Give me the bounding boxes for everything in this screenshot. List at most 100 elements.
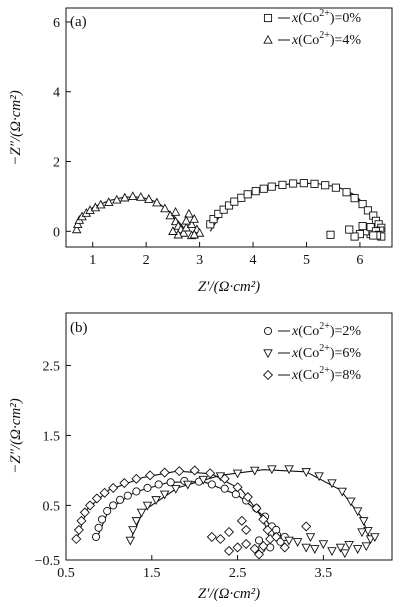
data-point-square: [358, 200, 367, 209]
panel-a-label: (a): [70, 14, 87, 30]
data-point-circle: [154, 480, 163, 489]
data-point-square: [342, 188, 351, 197]
data-point-triangle-up: [120, 192, 130, 202]
data-point-triangle-down: [346, 497, 356, 507]
data-point-triangle-up: [71, 224, 82, 234]
data-point-triangle-down: [128, 526, 138, 536]
data-point-circle: [94, 523, 103, 532]
data-point-circle: [231, 490, 240, 499]
panel-a-ticks: 1 2 3 4 5 6 0 2 4 6: [53, 16, 363, 268]
data-point-diamond: [174, 466, 185, 477]
panel-a-chart: (a) 1 2 3 4 5 6 0 2 4 6 x(Co2+)=0% x(Co2+)=4% Z′/(…: [8, 7, 393, 295]
x-tick-label: 1: [89, 253, 96, 268]
data-point-square: [214, 209, 223, 218]
data-point-square: [251, 187, 260, 196]
panel-b-label: (b): [70, 320, 88, 336]
data-point-triangle-up: [189, 229, 200, 239]
data-point-diamond: [241, 538, 252, 549]
data-point-triangle-down: [327, 479, 337, 489]
data-point-square: [299, 179, 308, 188]
data-point-square: [345, 225, 354, 234]
data-point-triangle-down: [136, 508, 147, 518]
fit-curve: [209, 182, 382, 232]
data-point-circle: [132, 487, 141, 496]
data-point-triangle-down: [352, 545, 363, 554]
x-tick-label: 0.5: [57, 566, 75, 581]
y-tick-label: 2: [53, 156, 60, 171]
data-point-circle: [97, 515, 107, 524]
data-point-square: [267, 182, 276, 191]
data-point-diamond: [223, 545, 235, 556]
data-point-diamond: [232, 482, 243, 493]
data-point-triangle-up: [194, 227, 205, 237]
y-tick-label: 0: [53, 225, 60, 240]
data-point-diamond: [236, 515, 247, 526]
legend-entry: x(Co2+)=6%: [263, 343, 361, 361]
legend-marker-triangle-up: [263, 34, 273, 44]
x-tick-label: 2.5: [229, 566, 247, 581]
data-point-diamond: [262, 524, 273, 535]
panel-b-ylabel: −Z″/(Ω·cm²): [8, 398, 24, 473]
data-point-square: [363, 206, 373, 215]
data-point-square: [350, 232, 359, 241]
data-point-triangle-down: [131, 517, 142, 526]
data-point-triangle-up: [160, 203, 170, 213]
data-point-triangle-up: [136, 191, 146, 201]
data-point-triangle-up: [95, 199, 106, 209]
data-point-triangle-down: [284, 465, 294, 475]
data-point-triangle-down: [301, 543, 311, 553]
data-point-triangle-down: [370, 533, 380, 543]
data-point-triangle-down: [284, 536, 294, 546]
data-point-diamond: [205, 468, 216, 479]
data-point-triangle-down: [232, 469, 243, 479]
data-point-circle: [123, 491, 132, 500]
data-point-diamond: [119, 477, 130, 489]
data-point-square: [358, 222, 367, 231]
data-point-square: [259, 184, 268, 193]
fit-curve: [95, 481, 281, 541]
y-tick-label: −0.5: [35, 554, 60, 569]
legend-label: x(Co2+)=4%: [291, 30, 361, 48]
data-point-triangle-down: [318, 540, 329, 550]
y-tick-label: 6: [53, 16, 60, 31]
data-point-circle: [254, 536, 264, 545]
legend-label: x(Co2+)=8%: [291, 365, 361, 383]
data-point-circle: [207, 480, 216, 489]
data-point-triangle-up: [152, 197, 162, 207]
data-point-square: [230, 197, 239, 206]
data-point-triangle-down: [361, 542, 372, 552]
data-point-diamond: [242, 491, 253, 503]
data-point-diamond: [258, 514, 269, 525]
y-tick-label: 4: [53, 86, 60, 101]
data-point-diamond: [99, 487, 110, 498]
data-point-square: [366, 223, 375, 232]
data-point-triangle-down: [314, 472, 324, 482]
data-point-triangle-down: [352, 507, 363, 517]
data-point-circle: [266, 543, 275, 552]
y-tick-label: 0.5: [43, 499, 61, 514]
data-point-diamond: [159, 467, 170, 478]
data-point-triangle-up: [189, 213, 200, 223]
data-point-diamond: [223, 526, 235, 538]
data-point-circle: [91, 532, 101, 541]
legend-label: x(Co2+)=2%: [291, 321, 361, 339]
data-point-triangle-down: [310, 545, 320, 554]
data-point-triangle-down: [358, 517, 369, 526]
data-point-square: [219, 205, 228, 214]
data-point-triangle-up: [112, 194, 122, 204]
data-point-triangle-down: [171, 484, 181, 494]
data-point-diamond: [219, 473, 230, 484]
y-tick-label: 2.5: [43, 359, 61, 374]
data-point-triangle-up: [181, 215, 192, 225]
data-point-diamond: [251, 503, 262, 514]
data-point-triangle-down: [305, 533, 316, 543]
data-point-triangle-down: [198, 475, 209, 485]
data-point-triangle-down: [151, 496, 161, 505]
data-point-square: [331, 183, 340, 192]
panel-b-data-points: [71, 465, 380, 560]
data-point-triangle-down: [125, 536, 136, 546]
data-point-triangle-down: [337, 487, 347, 497]
panel-b-plot-frame: [65, 312, 393, 561]
panel-a-ylabel: −Z″/(Ω·cm²): [8, 90, 24, 165]
